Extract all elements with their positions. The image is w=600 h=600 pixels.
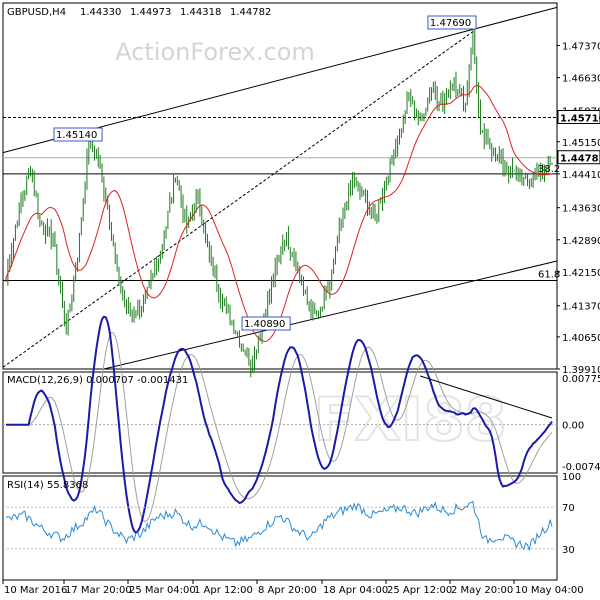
price-tick-label: 1.43630 (562, 204, 600, 215)
macd-tick-zero: 0.00 (562, 421, 584, 432)
price-tick-label: 1.39910 (562, 365, 600, 376)
price-panel-frame (2, 2, 558, 370)
price-tick-label: 1.41370 (562, 302, 600, 313)
price-tick-label: 1.46630 (562, 74, 600, 85)
header-open: 1.44330 (80, 7, 121, 18)
price-tick-label: 1.42890 (562, 236, 600, 247)
current-axis-label-box (557, 150, 600, 165)
price-tick-label: 1.44410 (562, 170, 600, 181)
macd-layer: MACD(12,26,9) 0.000707 -0.001431 (3, 315, 557, 535)
macd-panel-frame (2, 371, 558, 474)
low-label-box (241, 316, 291, 331)
header-symbol: GBPUSD,H4 (7, 7, 66, 18)
macd-main-line (6, 315, 553, 535)
rsi-tick-label: 70 (562, 503, 575, 514)
fib-61-label: 61.8 (538, 270, 560, 281)
macd-label: MACD(12,26,9) 0.000707 -0.001431 (7, 375, 188, 386)
x-tick-label: 2 May 20:00 (451, 585, 513, 596)
macd-tick-bottom: -0.007447 (562, 462, 600, 473)
price-layer: 1.47690 1.40890 1.45140 38.2 61.8 (2, 6, 560, 378)
watermark-text: ActionForex.com (115, 38, 315, 66)
lower-channel-line (103, 260, 558, 370)
high-label-box (427, 15, 477, 30)
rsi-tick-label: 100 (562, 472, 581, 483)
rsi-layer: RSI(14) 55.8368 (3, 480, 557, 551)
x-tick-label: 1 Apr 12:00 (194, 585, 253, 596)
price-tick-label: 1.42150 (562, 268, 600, 279)
macd-trendline (420, 375, 553, 419)
x-tick-label: 8 Apr 20:00 (258, 585, 317, 596)
header-low: 1.44318 (180, 7, 221, 18)
watermark2-text: FXI88 (313, 385, 506, 455)
macd-tick-top: 0.007755 (562, 374, 600, 385)
macd-signal-line (6, 332, 553, 523)
header-close: 1.44782 (230, 7, 271, 18)
low-label: 1.40890 (244, 319, 285, 330)
rsi-panel-frame (2, 475, 558, 581)
rsi-label: RSI(14) 55.8368 (7, 480, 88, 491)
x-tick-label: 18 Apr 04:00 (323, 585, 388, 596)
resistance-axis-label-box (557, 109, 600, 124)
header-high: 1.44973 (130, 7, 171, 18)
high-label: 1.47690 (430, 18, 471, 29)
price-tick-label: 1.47370 (562, 41, 600, 52)
price-tick-label: 1.40650 (562, 333, 600, 344)
moving-average-line (5, 84, 553, 343)
x-tick-label: 10 Mar 2016 (4, 585, 67, 596)
x-tick-label: 10 May 04:00 (515, 585, 584, 596)
x-tick-label: 17 Mar 20:00 (65, 585, 132, 596)
fib-38-label: 38.2 (538, 164, 560, 175)
left-label: 1.45140 (56, 130, 97, 141)
x-tick-label: 25 Mar 04:00 (129, 585, 196, 596)
rsi-line (5, 500, 553, 551)
current-axis-label: 1.44782 (560, 154, 600, 165)
resistance-axis-label: 1.45710 (560, 113, 600, 124)
rsi-tick-label: 30 (562, 545, 575, 556)
x-tick-label: 25 Apr 12:00 (387, 585, 452, 596)
dashed-trendline (2, 31, 474, 368)
price-tick-label: 1.45150 (562, 138, 600, 149)
axis-layer: 1.473701.466301.458701.451501.444101.436… (2, 41, 600, 596)
left-label-box (53, 127, 103, 142)
